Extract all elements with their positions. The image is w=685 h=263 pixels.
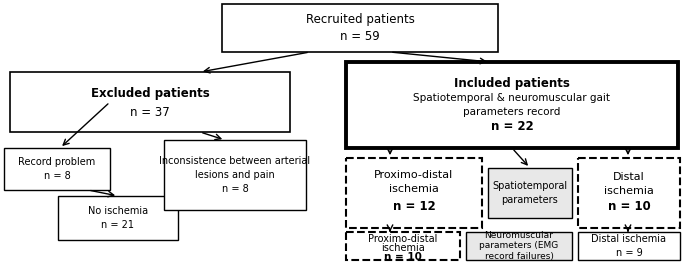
Text: Neuromuscular: Neuromuscular (484, 231, 553, 240)
Text: n = 22: n = 22 (490, 119, 534, 133)
Bar (222, 4, 498, 52)
Text: Record problem: Record problem (18, 157, 96, 167)
Bar (164, 140, 306, 210)
Bar (4, 148, 110, 190)
Text: record failures): record failures) (484, 251, 553, 260)
Text: ischemia: ischemia (381, 243, 425, 253)
Text: n = 59: n = 59 (340, 29, 380, 43)
Text: Proximo-distal: Proximo-distal (369, 234, 438, 244)
Text: n = 8: n = 8 (44, 171, 71, 181)
Bar (578, 158, 680, 228)
Bar (346, 62, 678, 148)
Text: n = 21: n = 21 (101, 220, 134, 230)
Text: parameters (EMG: parameters (EMG (479, 241, 559, 250)
Text: Proximo-distal: Proximo-distal (375, 170, 453, 180)
Text: n = 37: n = 37 (130, 105, 170, 119)
Text: No ischemia: No ischemia (88, 206, 148, 216)
Bar (346, 158, 482, 228)
Text: Spatiotemporal: Spatiotemporal (493, 181, 568, 191)
Text: Included patients: Included patients (454, 77, 570, 89)
Text: Excluded patients: Excluded patients (90, 88, 210, 100)
Text: n = 12: n = 12 (393, 200, 436, 214)
Text: n = 8: n = 8 (222, 184, 249, 194)
Bar (58, 196, 178, 240)
Text: Distal ischemia: Distal ischemia (592, 234, 667, 244)
Text: n = 9: n = 9 (616, 248, 643, 258)
Text: Spatiotemporal & neuromuscular gait: Spatiotemporal & neuromuscular gait (414, 93, 610, 103)
Bar (346, 232, 460, 260)
Bar (488, 168, 572, 218)
Text: parameters: parameters (501, 195, 558, 205)
Text: n = 10: n = 10 (384, 252, 422, 262)
Text: Distal: Distal (613, 172, 645, 182)
Text: Recruited patients: Recruited patients (306, 13, 414, 27)
Text: parameters record: parameters record (463, 107, 561, 117)
Text: Inconsistence between arterial: Inconsistence between arterial (160, 156, 310, 166)
Text: lesions and pain: lesions and pain (195, 170, 275, 180)
Text: ischemia: ischemia (389, 184, 439, 194)
Text: n = 10: n = 10 (608, 200, 650, 214)
Bar (578, 232, 680, 260)
Bar (466, 232, 572, 260)
Text: ischemia: ischemia (604, 186, 654, 196)
Bar (10, 72, 290, 132)
